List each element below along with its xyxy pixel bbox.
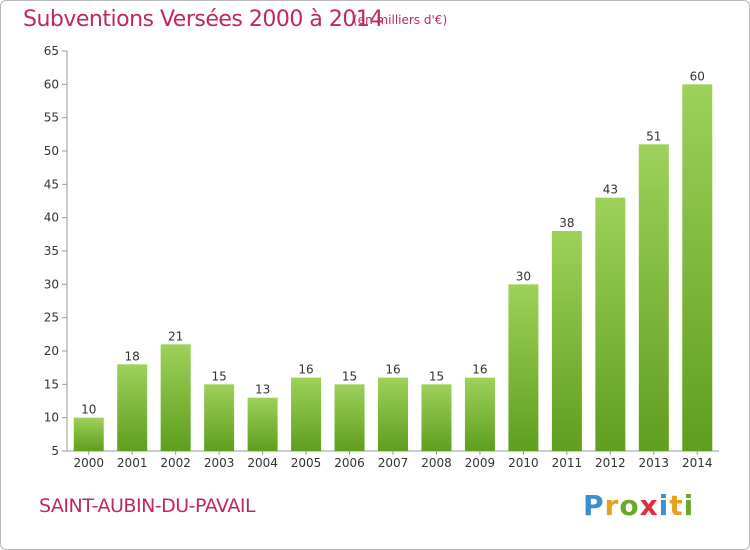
logo-letter: t — [669, 489, 684, 522]
value-label-2003: 15 — [211, 369, 226, 383]
value-label-2013: 51 — [646, 129, 661, 143]
value-label-2014: 60 — [690, 69, 705, 83]
axes: 5 10 15 20 25 30 35 40 45 50 55 60 65 2000 2001 2002 200… — [44, 44, 719, 470]
bar-2003 — [204, 384, 235, 451]
value-label-2006: 15 — [342, 369, 357, 383]
bar-2000 — [73, 417, 104, 451]
y-tick-label: 20 — [44, 344, 59, 358]
bar-2008 — [421, 384, 452, 451]
x-tick-label-2003: 2003 — [204, 456, 235, 470]
y-tick-label: 25 — [44, 311, 59, 325]
bar-2006 — [334, 384, 365, 451]
proxiti-logo: Proxiti — [583, 489, 694, 522]
x-tick-label-2006: 2006 — [334, 456, 365, 470]
y-tick-label: 60 — [44, 77, 59, 91]
value-label-2002: 21 — [168, 329, 183, 343]
logo-letter: r — [604, 489, 620, 522]
value-label-2007: 16 — [385, 363, 400, 377]
x-tick-label-2009: 2009 — [465, 456, 496, 470]
value-label-2005: 16 — [298, 363, 313, 377]
value-label-2001: 18 — [125, 349, 140, 363]
bar-2001 — [117, 364, 148, 451]
y-tick-label: 15 — [44, 377, 59, 391]
logo-letter: i — [683, 489, 695, 522]
value-label-2008: 15 — [429, 369, 444, 383]
y-tick-label: 55 — [44, 111, 59, 125]
bar-2014 — [682, 84, 713, 451]
y-tick-label: 50 — [44, 144, 59, 158]
x-tick-label-2011: 2011 — [552, 456, 583, 470]
x-tick-label-2000: 2000 — [73, 456, 104, 470]
x-tick-label-2008: 2008 — [421, 456, 452, 470]
y-tick-label: 45 — [44, 177, 59, 191]
y-tick-label: 10 — [44, 411, 59, 425]
logo-letter: P — [583, 489, 605, 522]
x-tick-label-2013: 2013 — [639, 456, 670, 470]
y-tick-label: 65 — [44, 44, 59, 58]
bar-2007 — [378, 377, 408, 451]
commune-name: SAINT-AUBIN-DU-PAVAIL — [39, 495, 256, 517]
logo-letter: x — [639, 489, 659, 522]
x-tick-label-2004: 2004 — [247, 456, 278, 470]
bars — [73, 84, 713, 452]
bar-2009 — [464, 377, 495, 451]
bar-2011 — [551, 231, 582, 451]
bar-2004 — [247, 397, 278, 451]
value-label-2011: 38 — [559, 216, 574, 230]
bar-2012 — [595, 197, 626, 451]
chart-subtitle: (en milliers d'€) — [353, 13, 448, 27]
x-tick-label-2005: 2005 — [291, 456, 322, 470]
x-tick-label-2012: 2012 — [595, 456, 626, 470]
x-tick-label-2002: 2002 — [160, 456, 191, 470]
y-tick-label: 5 — [51, 444, 59, 458]
value-label-2012: 43 — [603, 183, 618, 197]
bar-2013 — [638, 144, 669, 452]
logo-letter: o — [619, 489, 640, 522]
value-label-2004: 13 — [255, 383, 270, 397]
value-label-2009: 16 — [472, 363, 487, 377]
logo-letter: i — [658, 489, 670, 522]
y-tick-label: 30 — [44, 277, 59, 291]
value-label-2010: 30 — [516, 269, 531, 283]
bar-2010 — [508, 284, 539, 451]
x-tick-label-2001: 2001 — [117, 456, 148, 470]
bar-2002 — [160, 344, 191, 451]
x-tick-label-2010: 2010 — [508, 456, 539, 470]
y-tick-label: 40 — [44, 211, 59, 225]
x-tick-label-2014: 2014 — [682, 456, 713, 470]
data-labels: 10 18 21 15 13 16 15 16 15 16 30 38 43 51 60 — [81, 69, 705, 416]
value-label-2000: 10 — [81, 403, 96, 417]
y-tick-label: 35 — [44, 244, 59, 258]
bar-2005 — [291, 377, 322, 451]
x-tick-label-2007: 2007 — [378, 456, 409, 470]
chart-title: Subventions Versées 2000 à 2014 — [23, 7, 383, 32]
